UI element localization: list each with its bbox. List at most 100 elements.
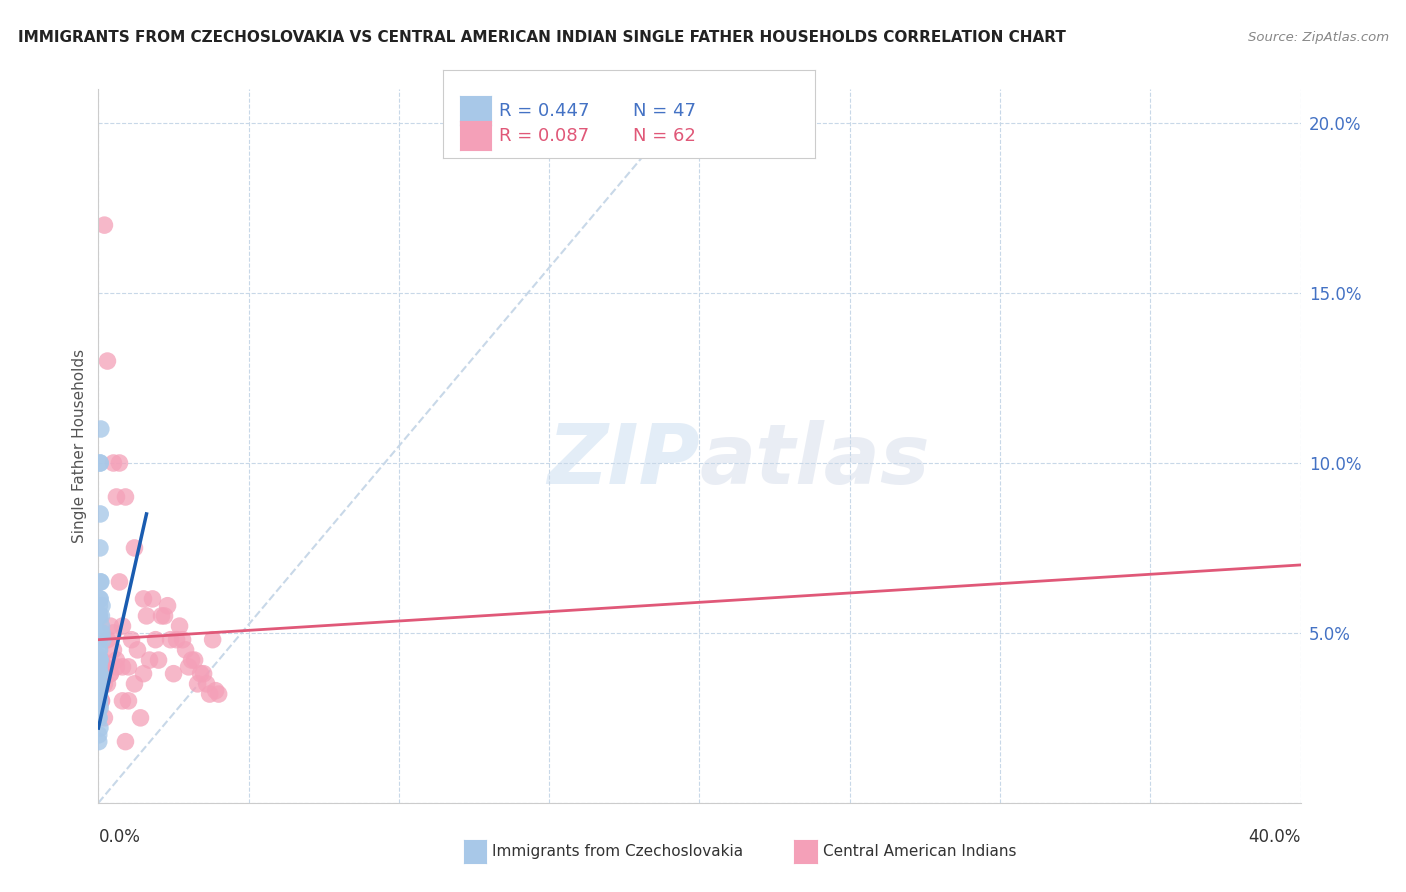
Point: [89, 632, 111, 647]
Point: [100, 666, 122, 681]
Point: [87, 608, 110, 623]
Text: R = 0.087: R = 0.087: [499, 127, 589, 145]
Point: [129, 711, 152, 725]
Point: [89, 666, 111, 681]
Point: [117, 660, 139, 674]
Point: [89, 456, 111, 470]
Text: Immigrants from Czechoslovakia: Immigrants from Czechoslovakia: [492, 845, 744, 859]
Text: 0.0%: 0.0%: [98, 828, 141, 846]
Point: [180, 653, 202, 667]
Point: [90, 626, 112, 640]
Point: [89, 599, 111, 613]
Point: [87, 734, 110, 748]
Point: [111, 660, 134, 674]
Point: [87, 649, 110, 664]
Point: [105, 653, 128, 667]
Point: [201, 632, 224, 647]
Point: [90, 653, 112, 667]
Point: [162, 666, 184, 681]
Point: [90, 608, 112, 623]
Point: [198, 687, 221, 701]
Point: [103, 643, 125, 657]
Point: [89, 666, 111, 681]
Point: [89, 677, 111, 691]
Point: [111, 694, 134, 708]
Point: [87, 677, 110, 691]
Point: [89, 507, 111, 521]
Point: [169, 619, 191, 633]
Text: Central American Indians: Central American Indians: [823, 845, 1017, 859]
Text: N = 47: N = 47: [633, 102, 696, 120]
Point: [93, 660, 115, 674]
Point: [105, 490, 128, 504]
Point: [187, 677, 209, 691]
Point: [121, 632, 143, 647]
Point: [174, 643, 197, 657]
Point: [90, 666, 112, 681]
Point: [108, 456, 131, 470]
Point: [89, 591, 111, 606]
Point: [91, 632, 114, 647]
Text: Source: ZipAtlas.com: Source: ZipAtlas.com: [1249, 31, 1389, 44]
Point: [87, 694, 110, 708]
Point: [91, 626, 114, 640]
Point: [141, 591, 163, 606]
Point: [90, 422, 112, 436]
Point: [89, 608, 111, 623]
Point: [87, 728, 110, 742]
Point: [193, 666, 215, 681]
Point: [89, 677, 111, 691]
Point: [90, 694, 112, 708]
Text: atlas: atlas: [700, 420, 931, 500]
Text: IMMIGRANTS FROM CZECHOSLOVAKIA VS CENTRAL AMERICAN INDIAN SINGLE FATHER HOUSEHOL: IMMIGRANTS FROM CZECHOSLOVAKIA VS CENTRA…: [18, 30, 1066, 45]
Point: [89, 541, 111, 555]
Point: [87, 711, 110, 725]
Point: [204, 683, 226, 698]
Point: [91, 599, 114, 613]
Point: [89, 666, 111, 681]
Point: [190, 666, 212, 681]
Y-axis label: Single Father Households: Single Father Households: [72, 349, 87, 543]
Point: [89, 456, 111, 470]
Point: [172, 632, 194, 647]
Point: [145, 632, 167, 647]
Point: [93, 711, 115, 725]
Point: [177, 660, 200, 674]
Point: [103, 626, 125, 640]
Point: [96, 677, 118, 691]
Point: [132, 666, 155, 681]
Point: [166, 632, 188, 647]
Text: N = 62: N = 62: [633, 127, 696, 145]
Point: [183, 653, 205, 667]
Point: [93, 666, 115, 681]
Text: R = 0.447: R = 0.447: [499, 102, 589, 120]
Point: [124, 541, 146, 555]
Point: [153, 608, 176, 623]
Point: [89, 632, 111, 647]
Point: [100, 666, 122, 681]
Point: [208, 687, 231, 701]
Point: [103, 456, 125, 470]
Point: [87, 653, 110, 667]
Point: [89, 574, 111, 589]
Point: [96, 354, 118, 368]
Point: [117, 694, 139, 708]
Point: [89, 653, 111, 667]
Point: [148, 653, 170, 667]
Point: [138, 653, 160, 667]
Point: [90, 574, 112, 589]
Point: [89, 643, 111, 657]
Point: [90, 694, 112, 708]
Point: [132, 591, 155, 606]
Point: [114, 734, 136, 748]
Point: [96, 632, 118, 647]
Text: 40.0%: 40.0%: [1249, 828, 1301, 846]
Point: [89, 721, 111, 735]
Point: [156, 599, 179, 613]
Text: ZIP: ZIP: [547, 420, 700, 500]
Point: [89, 653, 111, 667]
Point: [89, 591, 111, 606]
Point: [87, 711, 110, 725]
Point: [87, 643, 110, 657]
Point: [87, 660, 110, 674]
